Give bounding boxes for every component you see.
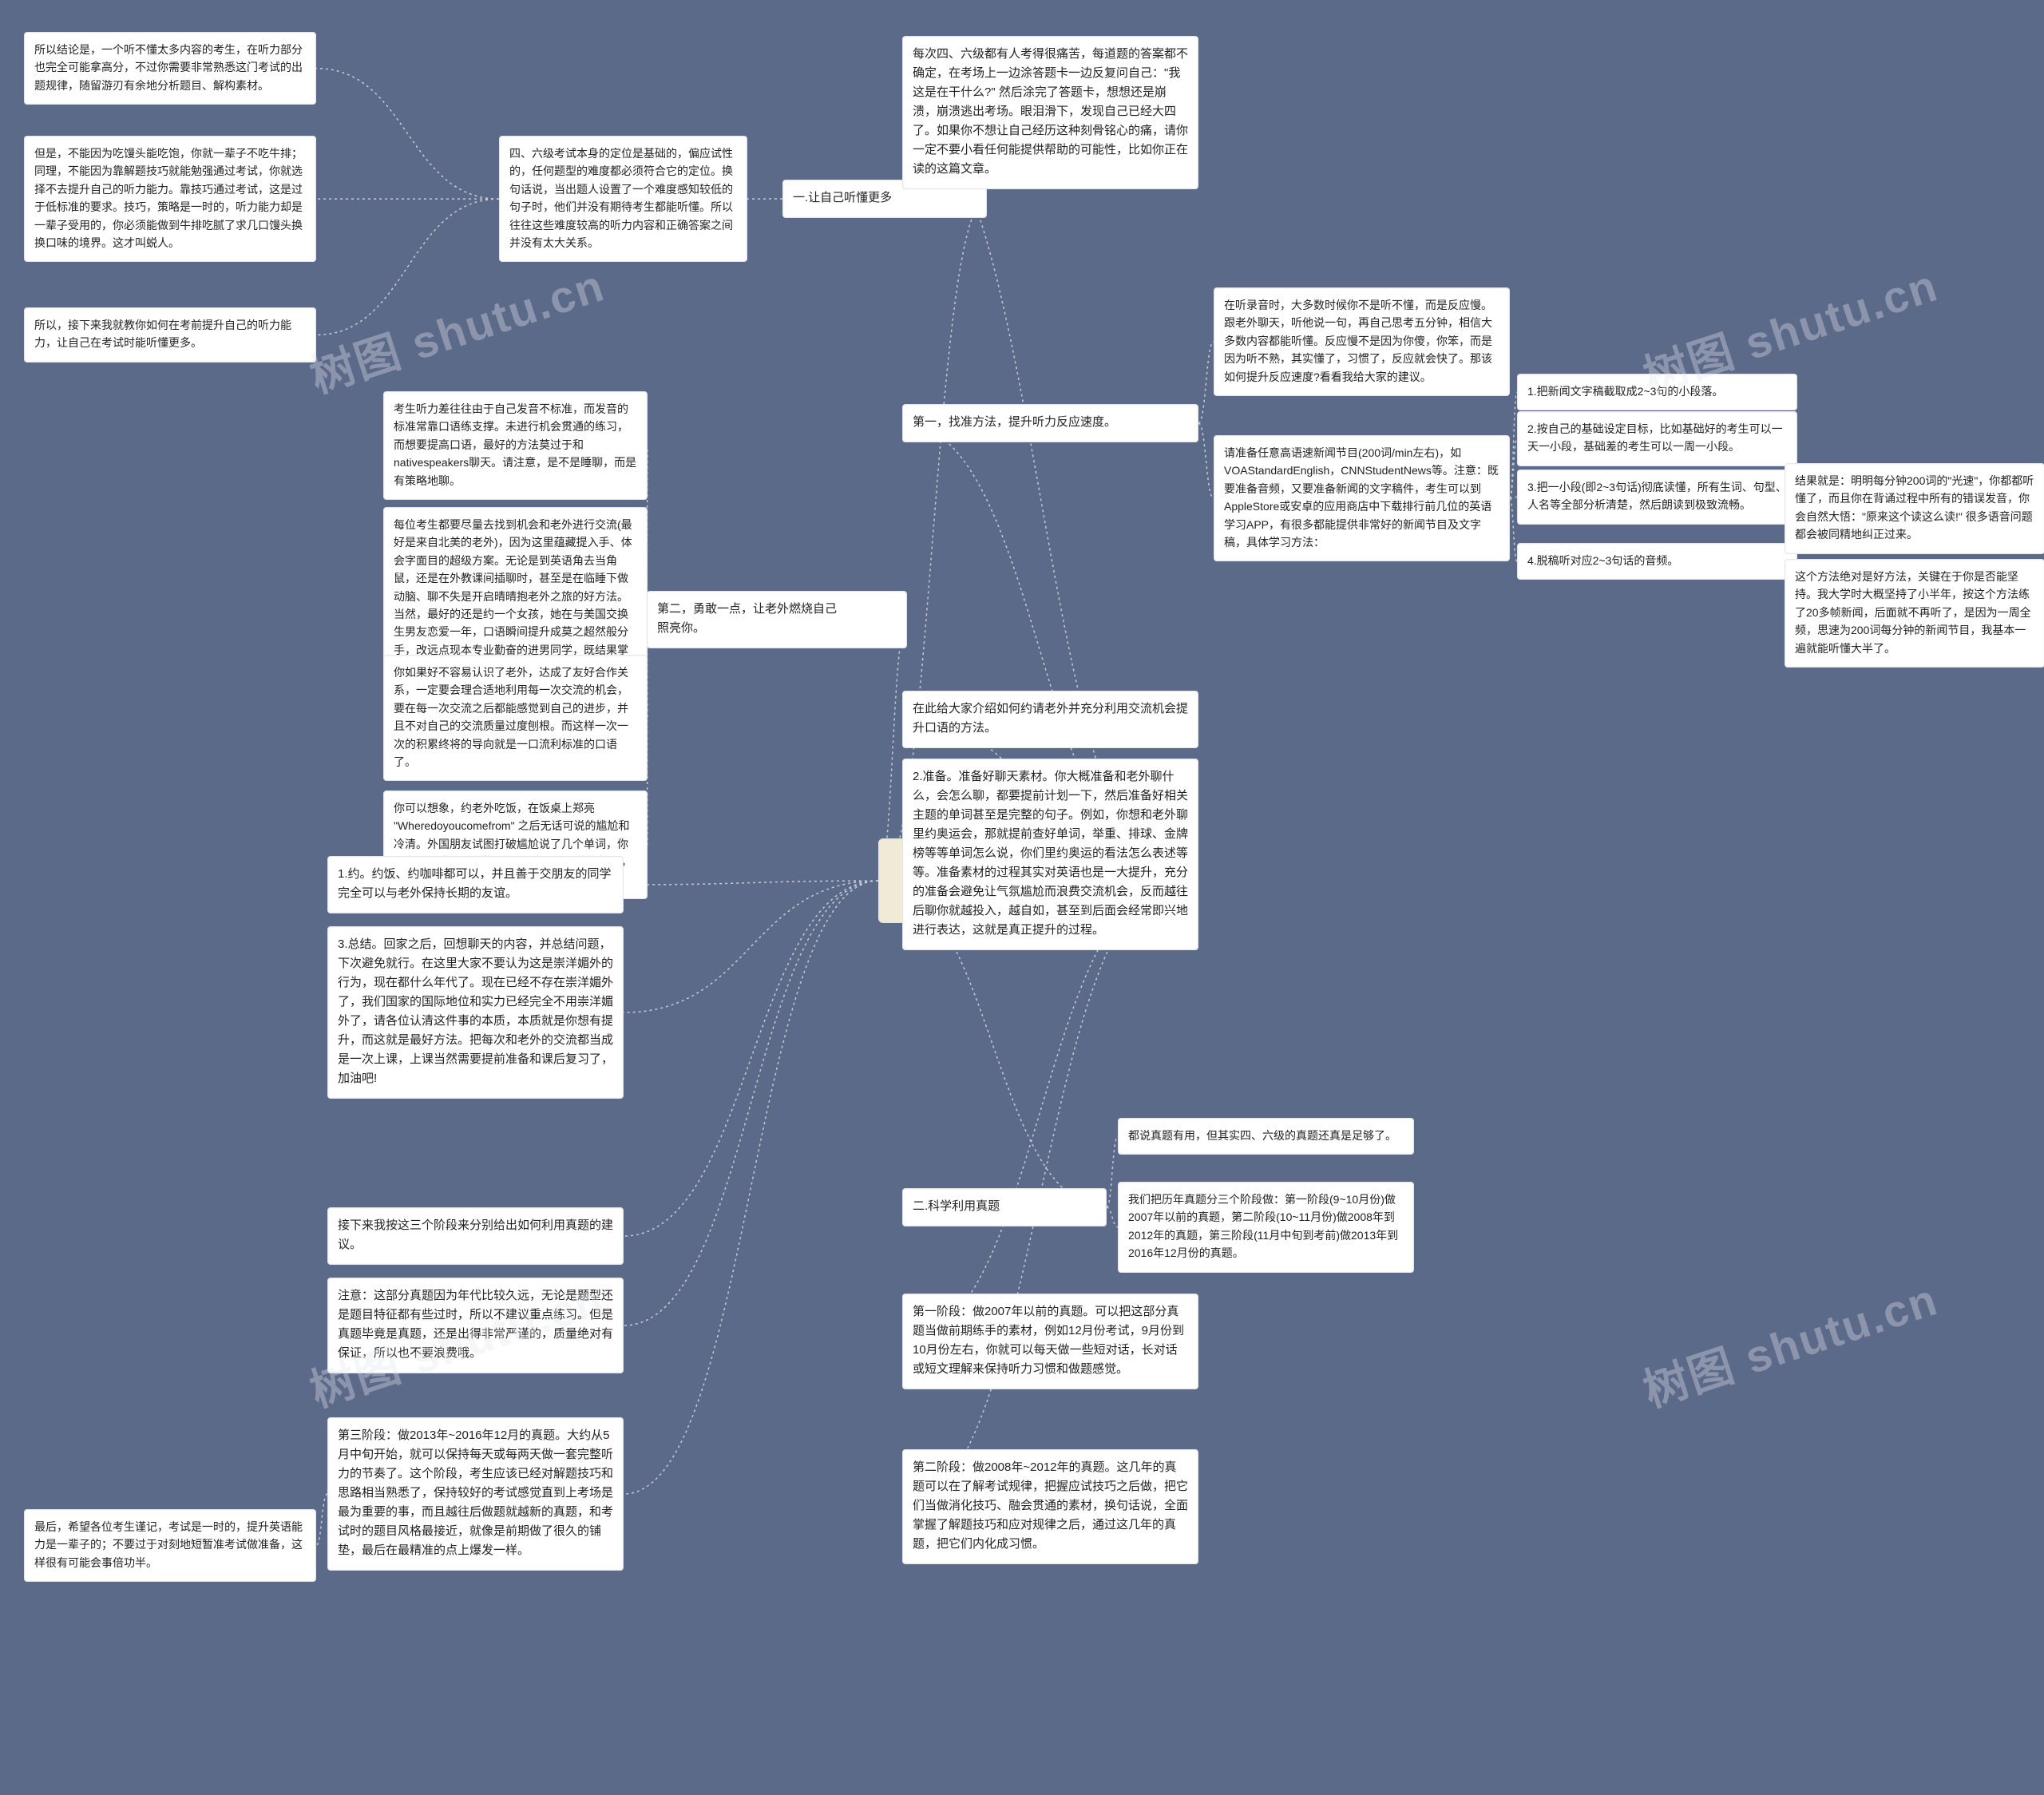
node-R4: 二.科学利用真题: [902, 1188, 1107, 1226]
connector: [1510, 498, 1517, 561]
connector: [1198, 423, 1214, 498]
connector: [1510, 497, 1517, 498]
connector: [1510, 438, 1517, 498]
node-L1b: 所以结论是，一个听不懂太多内容的考生，在听力部分也完全可能拿高分，不过你需要非常…: [24, 32, 316, 105]
node-R2b2: 2.按自己的基础设定目标，比如基础好的考生可以一天一小段，基础差的考生可以一周一…: [1517, 411, 1797, 466]
connector: [624, 881, 878, 1494]
connector: [1107, 1207, 1118, 1227]
node-L2: 第二，勇敢一点，让老外燃烧自己照亮你。: [647, 591, 907, 648]
watermark: 树图 shutu.cn: [301, 250, 612, 406]
node-L1a: 四、六级考试本身的定位是基础的，偏应试性的，任何题型的难度都必须符合它的定位。换…: [499, 136, 747, 262]
node-R2b: 请准备任意高语速新闻节目(200词/min左右)，如VOAStandardEng…: [1214, 435, 1510, 561]
node-R2b1: 1.把新闻文字稿截取成2~3句的小段落。: [1517, 374, 1797, 410]
connector: [624, 881, 878, 1325]
connector: [624, 881, 878, 885]
node-R2a: 在听录音时，大多数时候你不是听不懂，而是反应慢。跟老外聊天，听他说一句，再自己思…: [1214, 287, 1510, 396]
node-R4b: 我们把历年真题分三个阶段做：第一阶段(9~10月份)做2007年以前的真题，第二…: [1118, 1182, 1414, 1273]
connector: [624, 881, 878, 1012]
node-L3d: 注意：这部分真题因为年代比较久远，无论是题型还是题目特征都有些过时，所以不建议重…: [327, 1278, 624, 1373]
connector: [316, 199, 499, 335]
node-R4a: 都说真题有用，但其实四、六级的真题还真是足够了。: [1118, 1118, 1414, 1155]
node-R2b4a: 结果就是：明明每分钟200词的"光速"，你都都听懂了，而且你在背诵过程中所有的错…: [1785, 463, 2044, 554]
node-R2b4b: 这个方法绝对是好方法，关键在于你是否能坚持。我大学时大概坚持了小半年，按这个方法…: [1785, 559, 2044, 668]
node-L3e: 第三阶段：做2013年~2016年12月的真题。大约从5月中旬开始，就可以保持每…: [327, 1417, 624, 1571]
connector: [1198, 342, 1214, 423]
node-R5: 第一阶段：做2007年以前的真题。可以把这部分真题当做前期练手的素材，例如12月…: [902, 1294, 1198, 1389]
node-R3: 在此给大家介绍如何约请老外并充分利用交流机会提升口语的方法。: [902, 691, 1198, 748]
node-R2b3: 3.把一小段(即2~3句话)彻底读懂，所有生词、句型、人名等全部分析清楚，然后朗…: [1517, 470, 1797, 525]
node-R6: 第二阶段：做2008年~2012年的真题。这几年的真题可以在了解考试规律，把握应…: [902, 1449, 1198, 1564]
connector: [316, 1494, 327, 1546]
node-R3a: 2.准备。准备好聊天素材。你大概准备和老外聊什么，会怎么聊，都要提前计划一下，然…: [902, 759, 1198, 950]
node-L2c: 你如果好不容易认识了老外，达成了友好合作关系，一定要会理合适地利用每一次交流的机…: [383, 655, 648, 781]
connector: [624, 881, 878, 1236]
node-L3b: 3.总结。回家之后，回想聊天的内容，并总结问题，下次避免就行。在这里大家不要认为…: [327, 926, 624, 1099]
node-R2: 第一，找准方法，提升听力反应速度。: [902, 404, 1198, 442]
node-L3f: 最后，希望各位考生谨记，考试是一时的，提升英语能力是一辈子的；不要过于对刻地短暂…: [24, 1509, 316, 1582]
node-R1: 每次四、六级都有人考得很痛苦，每道题的答案都不确定，在考场上一边涂答题卡一边反复…: [902, 36, 1198, 189]
node-L3a: 1.约。约饭、约咖啡都可以，并且善于交朋友的同学完全可以与老外保持长期的友谊。: [327, 856, 624, 913]
node-L1c: 但是，不能因为吃馒头能吃饱，你就一辈子不吃牛排；同理，不能因为靠解题技巧就能勉强…: [24, 136, 316, 262]
connector: [316, 69, 499, 200]
node-R2b4: 4.脱稿听对应2~3句话的音频。: [1517, 543, 1797, 580]
connector: [1510, 392, 1517, 498]
node-L1d: 所以，接下来我就教你如何在考前提升自己的听力能力，让自己在考试时能听懂更多。: [24, 307, 316, 363]
connector: [1107, 1136, 1118, 1207]
watermark: 树图 shutu.cn: [1634, 1264, 1945, 1420]
node-L2a: 考生听力差往往由于自己发音不标准，而发音的标准常靠口语练支撑。未进行机会贯通的练…: [383, 391, 648, 500]
node-L3c: 接下来我按这三个阶段来分别给出如何利用真题的建议。: [327, 1207, 624, 1265]
